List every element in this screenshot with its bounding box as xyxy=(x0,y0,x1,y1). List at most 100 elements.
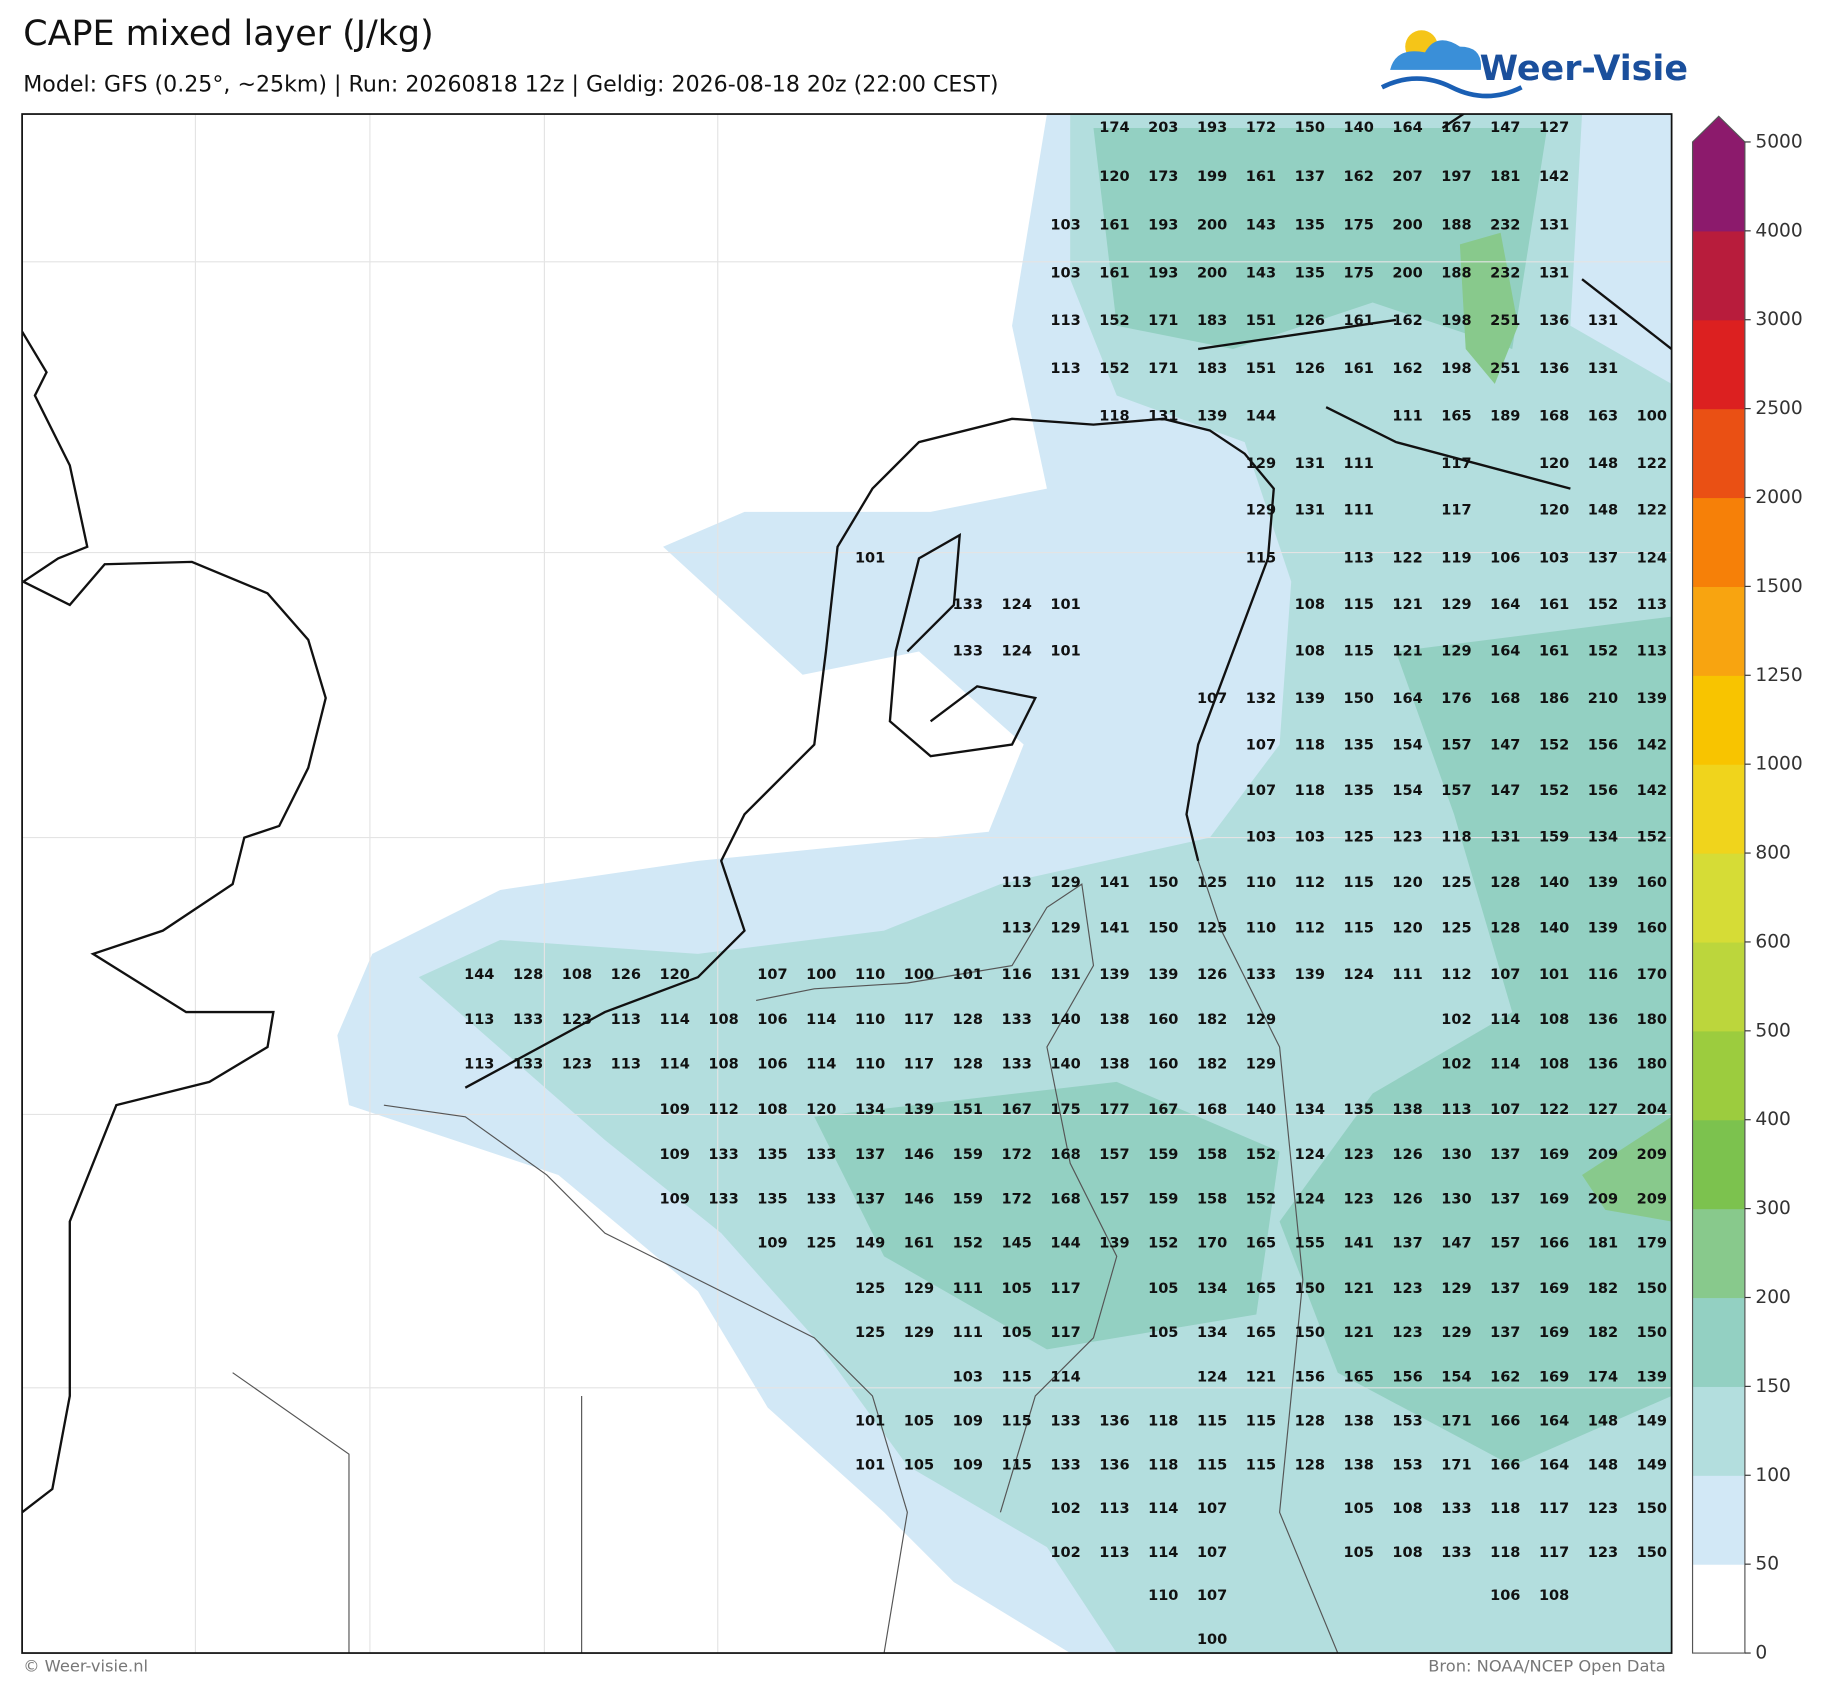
value-label: 153 xyxy=(1392,1458,1422,1474)
value-label: 174 xyxy=(1099,120,1129,136)
value-label: 121 xyxy=(1344,1325,1374,1341)
value-label: 106 xyxy=(757,1056,787,1072)
colorbar-tick-label: 50 xyxy=(1755,1554,1779,1575)
value-label: 129 xyxy=(1246,1012,1276,1028)
value-label: 125 xyxy=(1344,830,1374,846)
value-label: 150 xyxy=(1148,920,1178,936)
value-label: 101 xyxy=(855,1458,885,1474)
value-label: 162 xyxy=(1344,169,1374,185)
value-label: 100 xyxy=(904,967,934,983)
value-label: 110 xyxy=(855,967,885,983)
value-label: 147 xyxy=(1490,783,1520,799)
value-label: 153 xyxy=(1392,1414,1422,1430)
value-label: 232 xyxy=(1490,265,1520,281)
value-label: 115 xyxy=(1344,875,1374,891)
value-label: 113 xyxy=(611,1012,641,1028)
value-label: 124 xyxy=(1002,643,1032,659)
value-label: 105 xyxy=(1344,1545,1374,1561)
value-label: 165 xyxy=(1344,1369,1374,1385)
value-label: 102 xyxy=(1441,1056,1471,1072)
value-label: 139 xyxy=(1588,875,1618,891)
value-label: 182 xyxy=(1588,1325,1618,1341)
value-label: 157 xyxy=(1099,1191,1129,1207)
value-label: 140 xyxy=(1050,1056,1080,1072)
value-label: 106 xyxy=(1490,550,1520,566)
value-label: 124 xyxy=(1295,1147,1325,1163)
value-label: 200 xyxy=(1197,218,1227,234)
value-label: 137 xyxy=(1490,1147,1520,1163)
value-label: 148 xyxy=(1588,456,1618,472)
value-label: 232 xyxy=(1490,218,1520,234)
value-label: 107 xyxy=(1197,1588,1227,1604)
value-label: 133 xyxy=(953,597,983,613)
value-label: 152 xyxy=(1148,1236,1178,1252)
colorbar-segment xyxy=(1692,675,1745,765)
value-label: 114 xyxy=(1490,1056,1520,1072)
value-label: 137 xyxy=(1295,169,1325,185)
value-label: 117 xyxy=(1539,1545,1569,1561)
value-label: 120 xyxy=(660,967,690,983)
value-label: 102 xyxy=(1050,1545,1080,1561)
value-label: 100 xyxy=(1637,408,1667,424)
value-label: 167 xyxy=(1002,1102,1032,1118)
value-label: 161 xyxy=(1539,597,1569,613)
value-label: 161 xyxy=(1099,265,1129,281)
value-label: 103 xyxy=(1295,830,1325,846)
value-label: 175 xyxy=(1344,265,1374,281)
value-label: 141 xyxy=(1099,875,1129,891)
value-label: 129 xyxy=(904,1281,934,1297)
value-label: 181 xyxy=(1490,169,1520,185)
value-label: 169 xyxy=(1539,1281,1569,1297)
value-label: 106 xyxy=(757,1012,787,1028)
value-label: 115 xyxy=(1344,643,1374,659)
value-label: 137 xyxy=(1392,1236,1422,1252)
value-label: 175 xyxy=(1344,218,1374,234)
value-label: 131 xyxy=(1050,967,1080,983)
value-label: 131 xyxy=(1295,456,1325,472)
value-label: 193 xyxy=(1148,218,1178,234)
value-label: 172 xyxy=(1002,1147,1032,1163)
value-label: 171 xyxy=(1148,361,1178,377)
value-label: 133 xyxy=(806,1191,836,1207)
value-label: 100 xyxy=(1197,1632,1227,1648)
source: Bron: NOAA/NCEP Open Data xyxy=(1428,1657,1666,1676)
value-label: 174 xyxy=(1588,1369,1618,1385)
value-label: 121 xyxy=(1392,597,1422,613)
value-label: 148 xyxy=(1588,1458,1618,1474)
value-label: 123 xyxy=(1588,1545,1618,1561)
value-label: 135 xyxy=(1344,783,1374,799)
value-label: 171 xyxy=(1441,1458,1471,1474)
colorbar-tick-label: 1500 xyxy=(1755,576,1802,597)
value-label: 128 xyxy=(1490,875,1520,891)
value-label: 150 xyxy=(1295,120,1325,136)
value-label: 109 xyxy=(660,1102,690,1118)
value-label: 105 xyxy=(1344,1501,1374,1517)
value-label: 154 xyxy=(1392,738,1422,754)
value-label: 162 xyxy=(1392,361,1422,377)
value-label: 156 xyxy=(1588,783,1618,799)
value-label: 114 xyxy=(806,1056,836,1072)
value-label: 146 xyxy=(904,1147,934,1163)
value-label: 209 xyxy=(1588,1191,1618,1207)
value-label: 111 xyxy=(1392,408,1422,424)
value-label: 137 xyxy=(1490,1191,1520,1207)
colorbar-tick-label: 600 xyxy=(1755,931,1791,952)
value-label: 117 xyxy=(1050,1325,1080,1341)
value-label: 105 xyxy=(1002,1281,1032,1297)
value-label: 120 xyxy=(1539,456,1569,472)
value-label: 107 xyxy=(1197,691,1227,707)
colorbar-tick-label: 1250 xyxy=(1755,665,1802,686)
value-label: 127 xyxy=(1588,1102,1618,1118)
value-label: 116 xyxy=(1002,967,1032,983)
colorbar-tick-label: 500 xyxy=(1755,1020,1791,1041)
value-label: 164 xyxy=(1490,597,1520,613)
colorbar-segment xyxy=(1692,1475,1745,1565)
value-label: 168 xyxy=(1050,1147,1080,1163)
value-label: 120 xyxy=(1392,875,1422,891)
value-label: 151 xyxy=(1246,313,1276,329)
value-label: 114 xyxy=(1148,1545,1178,1561)
value-label: 108 xyxy=(708,1012,738,1028)
value-label: 140 xyxy=(1539,875,1569,891)
value-label: 108 xyxy=(1295,643,1325,659)
